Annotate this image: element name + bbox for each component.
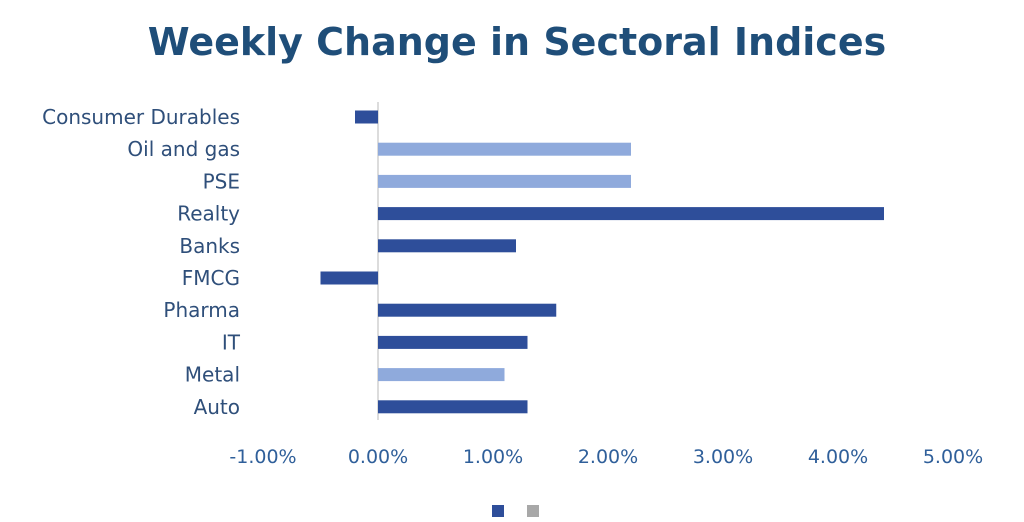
category-label-realty: Realty	[177, 202, 240, 226]
bar-banks	[378, 239, 516, 253]
x-tick-label: 1.00%	[463, 446, 523, 468]
bar-metal	[378, 368, 505, 382]
legend	[492, 505, 539, 517]
category-label-fmcg: FMCG	[182, 266, 240, 290]
category-label-pharma: Pharma	[163, 298, 240, 322]
legend-swatch-2	[527, 505, 539, 517]
bar-auto	[378, 400, 528, 414]
x-tick-label: 0.00%	[348, 446, 408, 468]
category-label-oil-and-gas: Oil and gas	[127, 137, 240, 161]
bar-oil-and-gas	[378, 142, 631, 156]
category-label-metal: Metal	[185, 363, 240, 387]
category-label-consumer-durables: Consumer Durables	[42, 105, 240, 129]
chart-title: Weekly Change in Sectoral Indices	[148, 20, 886, 64]
bar-realty	[378, 207, 884, 221]
x-tick-label: 3.00%	[693, 446, 753, 468]
category-labels: Consumer Durables Oil and gas PSE Realty Ban…	[42, 105, 241, 419]
x-tick-label: 4.00%	[808, 446, 868, 468]
bar-consumer-durables	[355, 110, 378, 124]
bar-pse	[378, 174, 631, 188]
bar-it	[378, 335, 528, 349]
x-tick-label: 5.00%	[923, 446, 983, 468]
bar-pharma	[378, 303, 557, 317]
category-label-it: IT	[222, 330, 241, 354]
category-label-auto: Auto	[194, 395, 240, 419]
bars-group	[320, 102, 884, 420]
category-label-pse: PSE	[203, 169, 240, 193]
bar-fmcg	[320, 271, 378, 285]
x-tick-label: -1.00%	[229, 446, 296, 468]
tick-labels: -1.00% 0.00% 1.00% 2.00% 3.00% 4.00% 5.00%	[229, 446, 983, 468]
category-label-banks: Banks	[179, 234, 240, 258]
x-tick-label: 2.00%	[578, 446, 638, 468]
legend-swatch-1	[492, 505, 504, 517]
